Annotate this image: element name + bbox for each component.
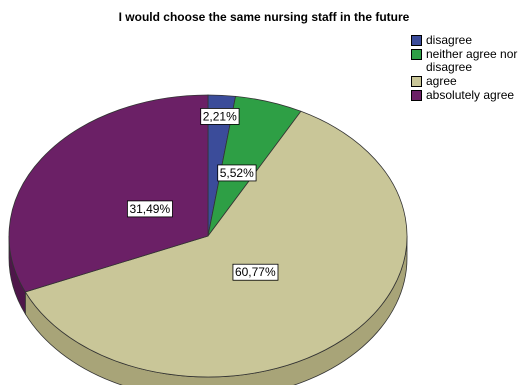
data-label-box-disagree: [200, 108, 240, 125]
pie-slice-agree: [24, 110, 408, 378]
data-label-text-disagree: 2,21%: [203, 109, 237, 123]
legend-item-agree: agree: [411, 75, 528, 88]
data-label-box-absolutely-agree: [127, 200, 173, 218]
legend: disagree neither agree nor disagree agre…: [411, 34, 528, 103]
pie-slice-absolutely-agree: [8, 94, 209, 293]
data-label-text-absolutely-agree: 31,49%: [129, 202, 170, 216]
legend-item-absolutely-agree: absolutely agree: [411, 89, 528, 102]
legend-swatch-disagree: [411, 35, 422, 46]
data-label-box-neither: [217, 164, 257, 182]
data-label-text-agree: 60,77%: [235, 265, 276, 279]
data-label-agree: 60,77%: [232, 263, 279, 281]
legend-item-disagree: disagree: [411, 34, 528, 47]
legend-label-disagree: disagree: [426, 33, 473, 47]
legend-label-agree: agree: [426, 74, 457, 88]
legend-item-neither: neither agree nor disagree: [411, 48, 528, 74]
legend-swatch-absolutely-agree: [411, 90, 422, 101]
legend-label-absolutely-agree: absolutely agree: [426, 88, 515, 102]
data-label-disagree: 2,21%: [200, 108, 240, 125]
data-label-box-agree: [232, 263, 279, 281]
legend-label-neither: neither agree nor disagree: [426, 47, 518, 74]
data-label-neither: 5,52%: [217, 164, 257, 182]
chart-title: I would choose the same nursing staff in…: [118, 10, 410, 24]
data-label-absolutely-agree: 31,49%: [127, 200, 173, 218]
data-label-text-neither: 5,52%: [220, 166, 254, 180]
legend-swatch-agree: [411, 76, 422, 87]
legend-swatch-neither: [411, 49, 422, 60]
